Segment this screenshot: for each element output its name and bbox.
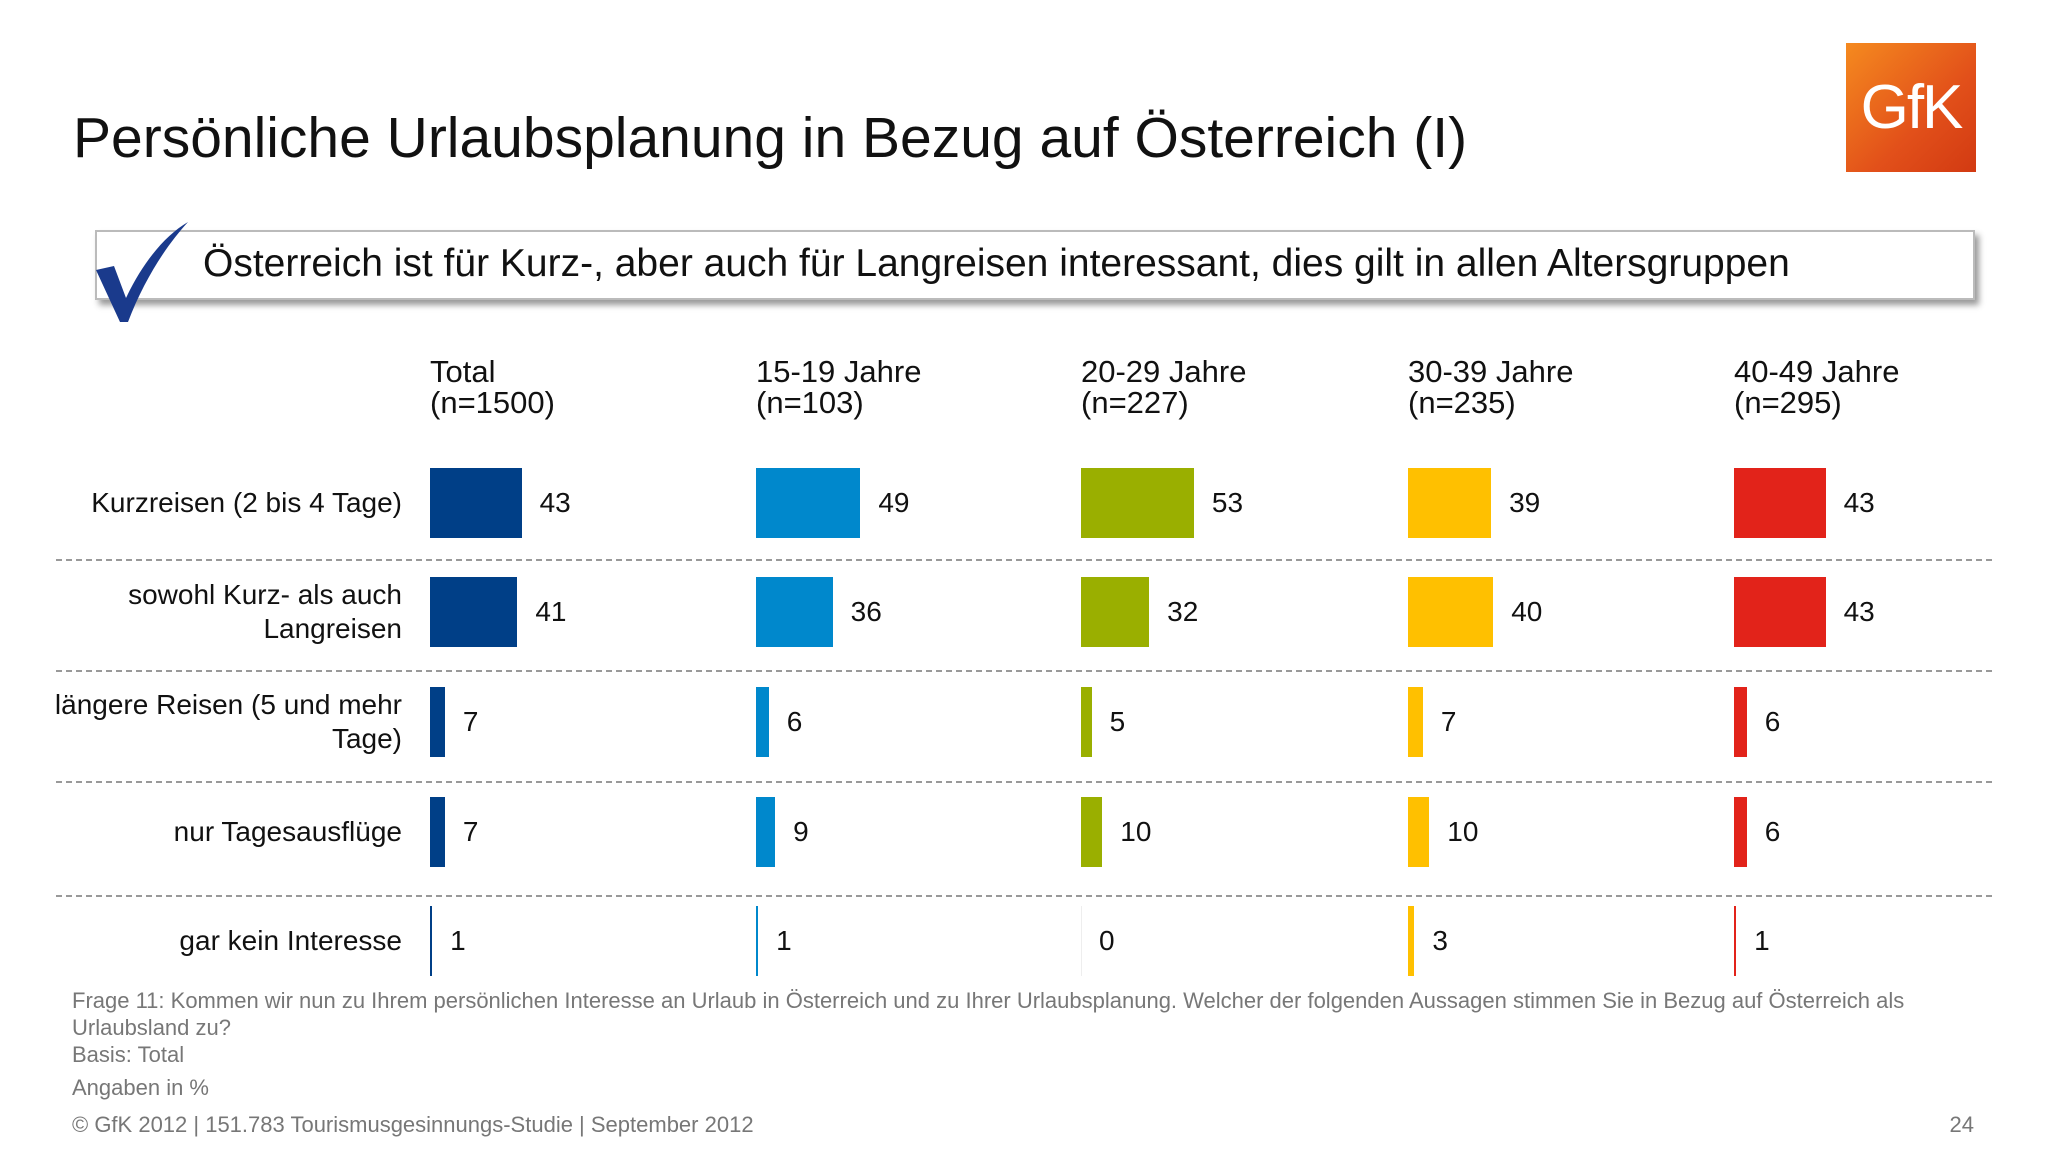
bar [1408,797,1430,867]
zero-line [1081,906,1082,976]
series-sample: (n=103) [756,385,864,420]
category-label: sowohl Kurz- als auch Langreisen [128,579,402,644]
series-name: 15-19 Jahre [756,354,922,389]
value-label: 5 [1109,706,1126,737]
value-label: 6 [1764,816,1781,847]
bar [1734,797,1747,867]
question-note: Frage 11: Kommen wir nun zu Ihrem persön… [72,988,1905,1040]
bar [1734,906,1737,976]
bar [1734,468,1826,538]
value-label: 49 [878,487,910,518]
bar [756,577,833,647]
bar [1081,687,1092,757]
value-label: 7 [462,816,479,847]
value-label: 10 [1120,816,1152,847]
separator [56,781,1992,783]
bar [430,468,522,538]
basis-note: Basis: Total [72,1042,185,1067]
bar [756,687,769,757]
series-sample: (n=235) [1408,385,1516,420]
value-label: 7 [462,706,479,737]
value-label: 43 [539,487,571,518]
logo: GfK [1846,43,1976,172]
value-label: 53 [1211,487,1244,518]
series-name: 40-49 Jahre [1734,354,1900,389]
category-label: Kurzreisen (2 bis 4 Tage) [91,487,402,518]
value-label: 36 [850,596,882,627]
bar [1081,577,1150,647]
checkmark [96,222,188,322]
bar [756,906,759,976]
value-label: 7 [1440,706,1457,737]
separator [56,670,1992,672]
value-label: 1 [1754,925,1770,956]
bar [756,468,861,538]
bar [1408,687,1423,757]
value-label: 41 [535,596,567,627]
bar [430,577,518,647]
series-name: Total [430,354,496,389]
value-label: 1 [450,925,466,956]
bar [1081,468,1194,538]
value-label: 43 [1843,596,1875,627]
value-label: 1 [776,925,792,956]
category-label: gar kein Interesse [179,925,402,956]
series-sample: (n=1500) [430,385,555,420]
category-label: längere Reisen (5 und mehr Tage) [54,689,402,754]
value-label: 43 [1843,487,1875,518]
series-name: 30-39 Jahre [1408,354,1574,389]
separator [56,559,1992,561]
bar [1081,797,1103,867]
value-label: 39 [1509,487,1541,518]
bar [756,797,776,867]
bar [430,797,445,867]
series-name: 20-29 Jahre [1081,354,1247,389]
bar [430,687,445,757]
bar [430,906,433,976]
bar [1408,468,1492,538]
page-number: 24 [1949,1112,1974,1137]
value-label: 6 [1764,706,1781,737]
title: Persönliche Urlaubsplanung in Bezug auf … [73,106,1468,170]
series-sample: (n=227) [1081,385,1189,420]
series-sample: (n=295) [1734,385,1842,420]
category-label: nur Tagesausflüge [173,816,402,847]
value-label: 9 [793,816,809,847]
bar [1408,906,1415,976]
value-label: 0 [1099,925,1115,956]
bar [1734,577,1826,647]
bar [1408,577,1494,647]
value-label: 40 [1511,596,1543,627]
value-label: 32 [1167,596,1199,627]
message-box [95,230,1975,300]
bar [1734,687,1747,757]
key-message: Österreich ist für Kurz-, aber auch für … [203,242,1790,285]
value-label: 10 [1447,816,1479,847]
value-label: 6 [786,706,803,737]
unit-note: Angaben in % [72,1075,209,1100]
footer-source: © GfK 2012 | 151.783 Tourismusgesinnungs… [72,1112,754,1137]
value-label: 3 [1432,925,1448,956]
separator [56,895,1992,897]
